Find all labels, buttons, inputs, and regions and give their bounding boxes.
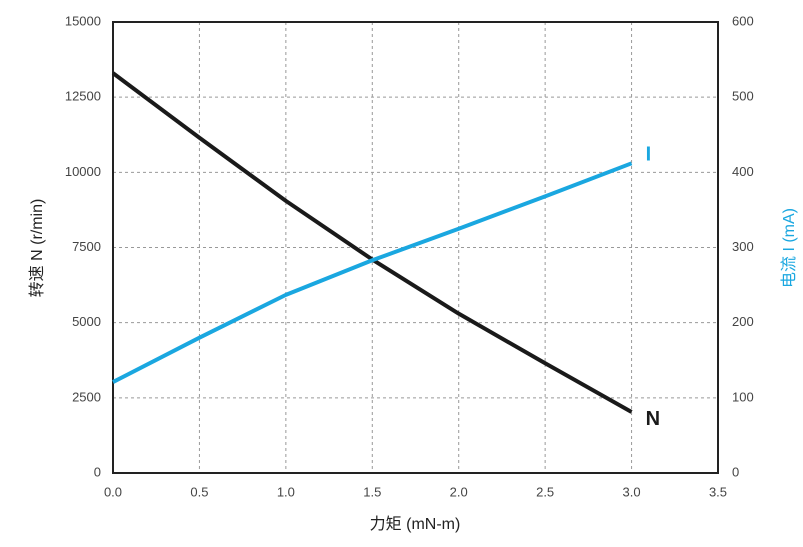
y2-tick-label: 0 [732, 464, 739, 479]
y2-tick-label: 100 [732, 389, 754, 404]
y-tick-label: 5000 [72, 314, 101, 329]
x-tick-label: 1.5 [363, 484, 381, 499]
x-tick-label: 3.5 [709, 484, 727, 499]
x-axis-title: 力矩 (mN-m) [370, 515, 461, 533]
x-tick-label: 3.0 [623, 484, 641, 499]
x-tick-label: 1.0 [277, 484, 295, 499]
y2-tick-label: 200 [732, 314, 754, 329]
x-tick-label: 2.0 [450, 484, 468, 499]
y-tick-label: 12500 [65, 89, 101, 104]
y2-tick-label: 400 [732, 164, 754, 179]
y2-tick-label: 300 [732, 239, 754, 254]
y-tick-label: 10000 [65, 164, 101, 179]
x-tick-label: 0.5 [190, 484, 208, 499]
y2-axis-title: 电流 I (mA) [780, 208, 798, 288]
series-label: N [646, 408, 660, 430]
x-tick-label: 0.0 [104, 484, 122, 499]
y-axis-title: 转速 N (r/min) [28, 199, 46, 298]
series-label: I [646, 144, 652, 166]
x-tick-label: 2.5 [536, 484, 554, 499]
y-tick-label: 7500 [72, 239, 101, 254]
plot-frame [112, 21, 719, 474]
y2-tick-label: 600 [732, 13, 754, 28]
series-line [111, 71, 633, 414]
y-tick-label: 0 [94, 464, 101, 479]
series-line [112, 161, 633, 384]
y-tick-label: 2500 [72, 389, 101, 404]
y-tick-label: 15000 [65, 13, 101, 28]
y2-tick-label: 500 [732, 89, 754, 104]
